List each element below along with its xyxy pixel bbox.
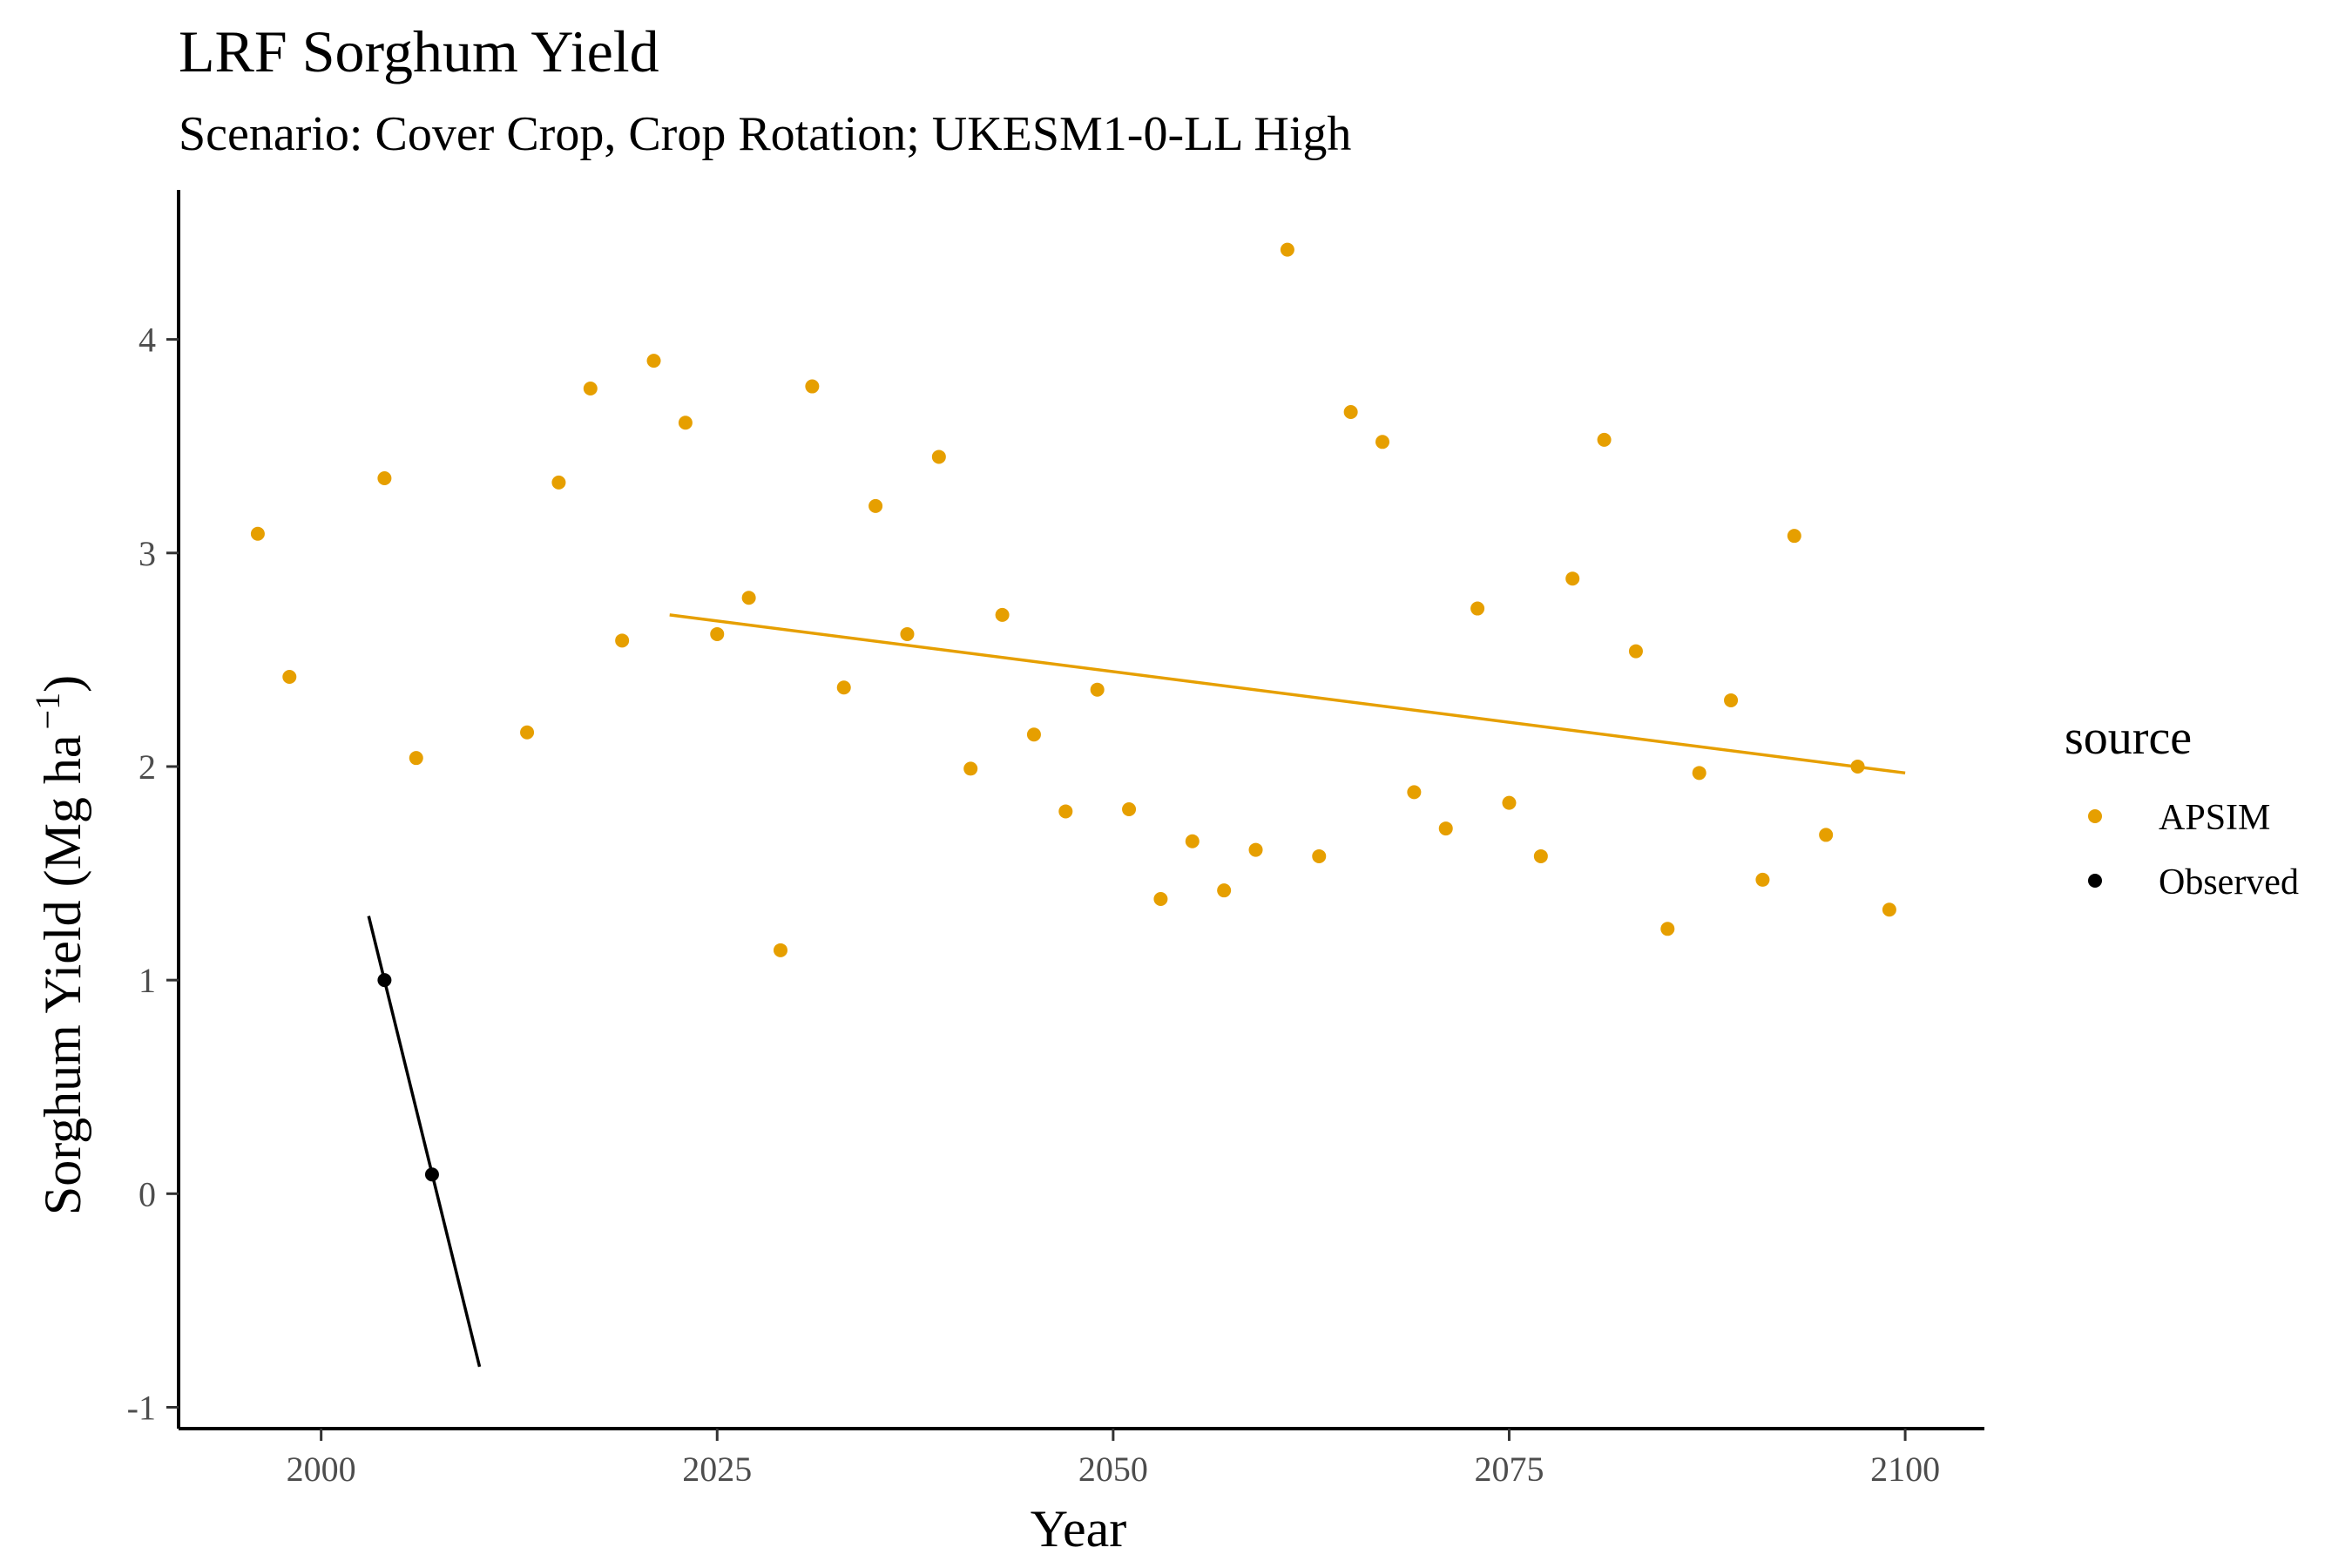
trend-line-observed	[367, 916, 482, 1368]
data-point-apsim	[900, 626, 915, 641]
data-point-apsim	[1533, 848, 1548, 863]
data-point-observed	[424, 1167, 439, 1182]
y-tick-label: 3	[139, 534, 156, 573]
data-point-apsim	[1407, 785, 1422, 800]
data-point-apsim	[1026, 727, 1041, 742]
data-point-apsim	[282, 669, 297, 684]
data-point-apsim	[1122, 802, 1137, 816]
data-point-apsim	[1724, 693, 1739, 707]
data-point-apsim	[1438, 821, 1453, 836]
legend-label-observed: Observed	[2159, 862, 2299, 902]
data-point-apsim	[805, 379, 820, 394]
data-point-apsim	[1375, 435, 1389, 449]
data-point-apsim	[995, 607, 1010, 622]
y-tick-label: 4	[139, 321, 156, 360]
data-point-apsim	[836, 680, 851, 695]
data-point-apsim	[710, 626, 725, 641]
data-point-apsim	[1470, 601, 1485, 616]
data-point-apsim	[1628, 644, 1643, 659]
x-tick-label: 2000	[287, 1450, 356, 1489]
data-point-apsim	[1343, 404, 1358, 419]
x-tick-label: 2025	[682, 1450, 752, 1489]
data-point-apsim	[1217, 883, 1232, 898]
chart-subtitle: Scenario: Cover Crop, Crop Rotation; UKE…	[179, 107, 1351, 161]
data-point-apsim	[1882, 902, 1896, 917]
legend: source APSIM Observed	[2065, 711, 2299, 902]
data-point-apsim	[1787, 529, 1801, 544]
data-point-apsim	[1312, 848, 1327, 863]
data-point-apsim	[868, 498, 883, 513]
data-point-apsim	[615, 633, 630, 648]
x-tick-label: 2050	[1078, 1450, 1148, 1489]
plot-area	[250, 242, 1906, 1368]
axes: 2000 2025 2050 2075 2100 -1 0 1 2 3 4	[127, 190, 1984, 1489]
y-axis-title-text: Sorghum Yield (Mg ha	[34, 734, 91, 1215]
data-point-apsim	[646, 354, 661, 368]
trend-line-apsim	[669, 613, 1906, 775]
data-point-apsim	[583, 382, 598, 396]
data-point-apsim	[678, 416, 693, 430]
data-point-apsim	[1502, 795, 1517, 810]
data-point-apsim	[409, 751, 423, 766]
data-point-apsim	[741, 591, 756, 605]
data-point-apsim	[963, 761, 978, 776]
y-axis-title-exponent: −1	[28, 693, 67, 730]
y-tick-label: -1	[127, 1388, 156, 1427]
x-axis-title: Year	[1031, 1500, 1127, 1558]
data-point-apsim	[250, 526, 265, 541]
x-tick-label: 2075	[1474, 1450, 1544, 1489]
chart-title: LRF Sorghum Yield	[179, 18, 659, 84]
x-tick-label: 2100	[1870, 1450, 1940, 1489]
data-point-apsim	[1280, 242, 1294, 257]
legend-key-apsim	[2088, 809, 2102, 823]
legend-label-apsim: APSIM	[2159, 798, 2270, 838]
data-point-apsim	[1565, 571, 1580, 586]
y-tick-label: 2	[139, 747, 156, 787]
data-point-apsim	[1090, 682, 1105, 697]
data-point-observed	[377, 973, 392, 988]
data-point-apsim	[1248, 842, 1263, 857]
data-point-apsim	[1660, 922, 1675, 936]
data-point-apsim	[1692, 766, 1707, 781]
data-point-apsim	[1755, 872, 1770, 887]
data-point-apsim	[774, 943, 787, 957]
y-axis-title-close: )	[34, 675, 91, 693]
y-tick-label: 1	[139, 961, 156, 1000]
legend-title: source	[2065, 711, 2192, 765]
data-point-apsim	[520, 725, 535, 740]
y-tick-label: 0	[139, 1174, 156, 1213]
data-point-apsim	[1185, 834, 1200, 848]
data-point-apsim	[551, 475, 566, 490]
legend-key-observed	[2088, 874, 2102, 888]
data-point-apsim	[931, 449, 946, 464]
y-axis-title: Sorghum Yield (Mg ha −1)	[28, 675, 91, 1215]
data-point-apsim	[1819, 828, 1834, 842]
data-point-apsim	[377, 470, 392, 485]
data-point-apsim	[1597, 432, 1612, 447]
data-point-apsim	[1058, 804, 1073, 819]
data-point-apsim	[1850, 759, 1865, 774]
data-point-apsim	[1153, 891, 1168, 906]
